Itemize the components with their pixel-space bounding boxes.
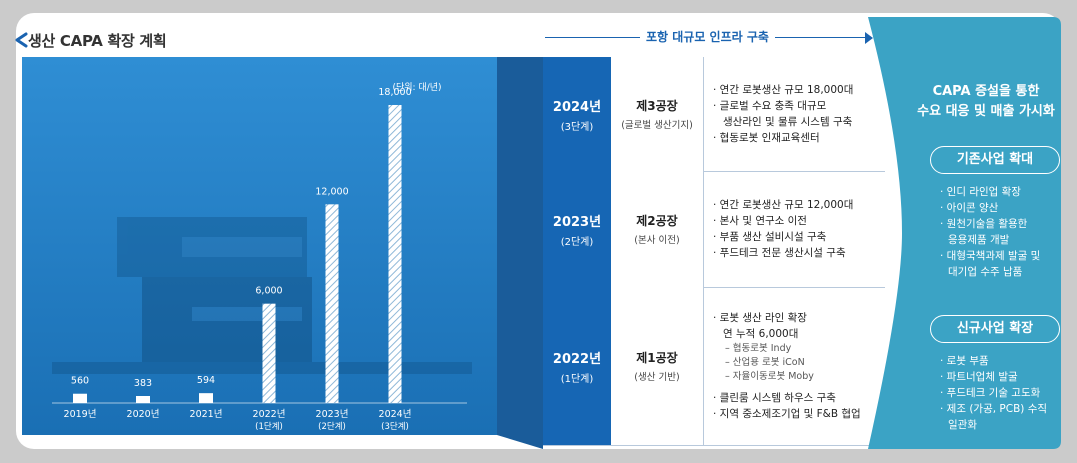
unit-label: (단위: 대/년) <box>392 82 441 93</box>
plant-name: 제3공장 <box>636 99 678 113</box>
plan-row-2024: 2024년 (3단계) 제3공장 (글로벌 생산기지) · 연간 로봇생산 규모… <box>543 57 885 172</box>
bullet-item: · 부품 생산 설비시설 구축 <box>713 231 827 243</box>
plan-bullets: · 연간 로봇생산 규모 12,000대 · 본사 및 연구소 이전 · 부품 … <box>713 171 883 287</box>
outcome-title: CAPA 증설을 통한 수요 대응 및 매출 가시화 <box>902 82 1070 122</box>
year-label: 2024년 <box>552 99 602 115</box>
year-label: 2023년 <box>552 214 602 230</box>
bar-value-label: 18,000 <box>378 87 411 98</box>
plant-name: 제1공장 <box>636 351 678 365</box>
category-sublabel: (3단계) <box>381 421 409 432</box>
bar-value-label: 594 <box>197 375 215 386</box>
plant-cell: 제3공장 (글로벌 생산기지) <box>611 57 704 171</box>
flow-label: 포항 대규모 인프라 구축 <box>640 28 775 45</box>
stage-label: (2단계) <box>560 236 594 248</box>
list-item: 대기업 수주 납품 <box>948 266 1023 278</box>
stage-label: (3단계) <box>560 121 594 133</box>
plan-row-2023: 2023년 (2단계) 제2공장 (본사 이전) · 연간 로봇생산 규모 12… <box>543 171 885 288</box>
bullet-subitem: – 산업용 로봇 iCoN <box>725 357 805 368</box>
new-business-pill: 신규사업 확장 <box>930 315 1060 343</box>
year-label: 2022년 <box>552 351 602 367</box>
plan-bullets: · 연간 로봇생산 규모 18,000대 · 글로벌 수요 충족 대규모 생산라… <box>713 57 883 171</box>
list-item: 일관화 <box>948 419 977 431</box>
bullet-item: · 연간 로봇생산 규모 18,000대 <box>713 84 854 96</box>
bullet-item: · 클린룸 시스템 하우스 구축 <box>713 392 836 404</box>
year-cell: 2023년 (2단계) <box>543 171 611 287</box>
capa-chart: (단위: 대/년) 560 2019년 383 2020년 594 2021년 6,000 2… <box>22 57 497 435</box>
list-item: · 인디 라인업 확장 <box>940 186 1021 198</box>
category-label: 2021년 <box>190 409 223 420</box>
list-item: 응용제품 개발 <box>948 234 1010 246</box>
bullet-item: 연 누적 6,000대 <box>723 328 799 340</box>
list-item: · 대형국책과제 발굴 및 <box>940 250 1041 262</box>
plan-table: 2024년 (3단계) 제3공장 (글로벌 생산기지) · 연간 로봇생산 규모… <box>543 57 885 446</box>
list-item: · 제조 (가공, PCB) 수직 <box>940 403 1048 415</box>
bar-value-label: 6,000 <box>255 286 282 297</box>
new-business-list: · 로봇 부품 · 파트너업체 발굴 · 푸드테크 기술 고도화 · 제조 (가… <box>940 353 1070 433</box>
bullet-item: · 본사 및 연구소 이전 <box>713 215 807 227</box>
list-item: · 파트너업체 발굴 <box>940 371 1018 383</box>
connector-shape <box>497 57 543 449</box>
bar-2020 <box>136 396 150 403</box>
bar-value-label: 383 <box>134 378 152 389</box>
arrow-right-icon <box>865 32 873 44</box>
bullet-item: · 푸드테크 전문 생산시설 구축 <box>713 247 846 259</box>
list-item: · 푸드테크 기술 고도화 <box>940 387 1041 399</box>
list-item: · 로봇 부품 <box>940 355 989 367</box>
year-cell: 2022년 (1단계) <box>543 287 611 445</box>
bullet-item: · 협동로봇 인재교육센터 <box>713 132 820 144</box>
list-item: · 아이콘 양산 <box>940 202 999 214</box>
category-sublabel: (1단계) <box>255 421 283 432</box>
category-label: 2020년 <box>127 409 160 420</box>
bullet-item: · 연간 로봇생산 규모 12,000대 <box>713 199 854 211</box>
bar-value-label: 12,000 <box>315 186 348 197</box>
category-sublabel: (2단계) <box>318 421 346 432</box>
plant-subtitle: (생산 기반) <box>634 372 680 383</box>
bar-2024 <box>388 105 402 403</box>
plant-cell: 제2공장 (본사 이전) <box>611 171 704 287</box>
bullet-item: · 로봇 생산 라인 확장 <box>713 312 807 324</box>
plant-subtitle: (글로벌 생산기지) <box>621 120 693 131</box>
bullet-subitem: – 자율이동로봇 Moby <box>725 371 814 382</box>
bar-2023 <box>325 204 339 403</box>
plan-bullets: · 로봇 생산 라인 확장 연 누적 6,000대 – 협동로봇 Indy – … <box>713 287 883 445</box>
list-item: · 원천기술을 활용한 <box>940 218 1028 230</box>
bar-2021 <box>199 393 213 403</box>
plant-cell: 제1공장 (생산 기반) <box>611 287 704 445</box>
bullet-item: · 지역 중소제조기업 및 F&B 협업 <box>713 408 861 420</box>
flow-arrow: 포항 대규모 인프라 구축 <box>545 27 875 49</box>
outcome-title-line: CAPA 증설을 통한 <box>932 84 1040 99</box>
bullet-item: 생산라인 및 물류 시스템 구축 <box>723 116 853 128</box>
bullet-item: · 글로벌 수요 충족 대규모 <box>713 100 827 112</box>
category-label: 2023년 <box>316 409 349 420</box>
bar-2022 <box>262 303 276 403</box>
bar-2019 <box>73 393 87 403</box>
existing-business-list: · 인디 라인업 확장 · 아이콘 양산 · 원천기술을 활용한 응용제품 개발… <box>940 184 1070 280</box>
plant-name: 제2공장 <box>636 214 678 228</box>
page-title: 생산 CAPA 확장 계획 <box>28 32 167 50</box>
chart-canvas: (단위: 대/년) 560 2019년 383 2020년 594 2021년 6,000 2… <box>22 57 497 435</box>
plan-row-2022: 2022년 (1단계) 제1공장 (생산 기반) · 로봇 생산 라인 확장 연… <box>543 287 885 446</box>
chart-background <box>22 57 497 435</box>
stage-label: (1단계) <box>560 373 594 385</box>
building-illustration <box>52 217 472 374</box>
arrow-left-icon <box>15 32 28 48</box>
year-cell: 2024년 (3단계) <box>543 57 611 171</box>
category-label: 2019년 <box>64 409 97 420</box>
bullet-subitem: – 협동로봇 Indy <box>725 343 792 354</box>
outcome-title-line: 수요 대응 및 매출 가시화 <box>917 104 1055 119</box>
existing-business-pill: 기존사업 확대 <box>930 146 1060 174</box>
category-label: 2024년 <box>379 409 412 420</box>
bar-value-label: 560 <box>71 376 89 387</box>
category-label: 2022년 <box>253 409 286 420</box>
plant-subtitle: (본사 이전) <box>634 235 680 246</box>
